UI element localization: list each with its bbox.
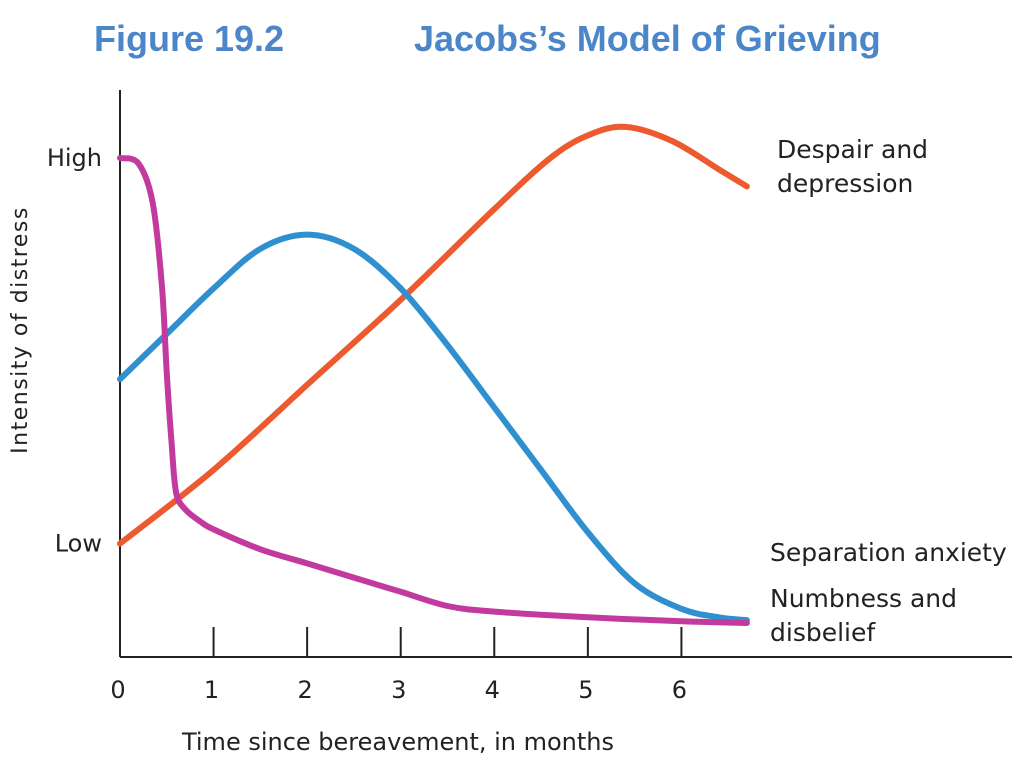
series-label-line: Despair and — [777, 135, 928, 164]
series-label-line: Separation anxiety — [770, 538, 1007, 567]
x-tick-label: 6 — [672, 676, 687, 704]
numbness-disbelief-label: Numbness and disbelief — [770, 584, 957, 647]
series-labels: Despair and depression Separation anxiety N… — [770, 135, 1007, 647]
x-tick-label: 1 — [204, 676, 219, 704]
separation-anxiety-line — [120, 235, 747, 620]
x-axis-label: Time since bereavement, in months — [181, 728, 614, 756]
numbness-disbelief-line — [120, 158, 747, 623]
separation-anxiety-label: Separation anxiety — [770, 538, 1007, 567]
series-label-line: Numbness and — [770, 584, 957, 613]
series-label-line: disbelief — [770, 618, 876, 647]
x-ticks: 0 1 2 3 4 5 6 — [110, 627, 687, 704]
y-axis-label: Intensity of distress — [8, 206, 33, 454]
x-tick-label: 2 — [298, 676, 313, 704]
y-tick-labels: High Low — [47, 144, 102, 558]
x-tick-label: 4 — [485, 676, 500, 704]
y-tick-label: Low — [55, 530, 102, 558]
x-tick-label: 5 — [578, 676, 593, 704]
series-label-line: depression — [777, 169, 913, 198]
despair-depression-line — [120, 127, 747, 544]
series-lines — [120, 127, 747, 623]
despair-depression-label: Despair and depression — [777, 135, 928, 198]
x-tick-label: 3 — [391, 676, 406, 704]
y-tick-label: High — [47, 144, 102, 172]
x-tick-label: 0 — [110, 676, 125, 704]
